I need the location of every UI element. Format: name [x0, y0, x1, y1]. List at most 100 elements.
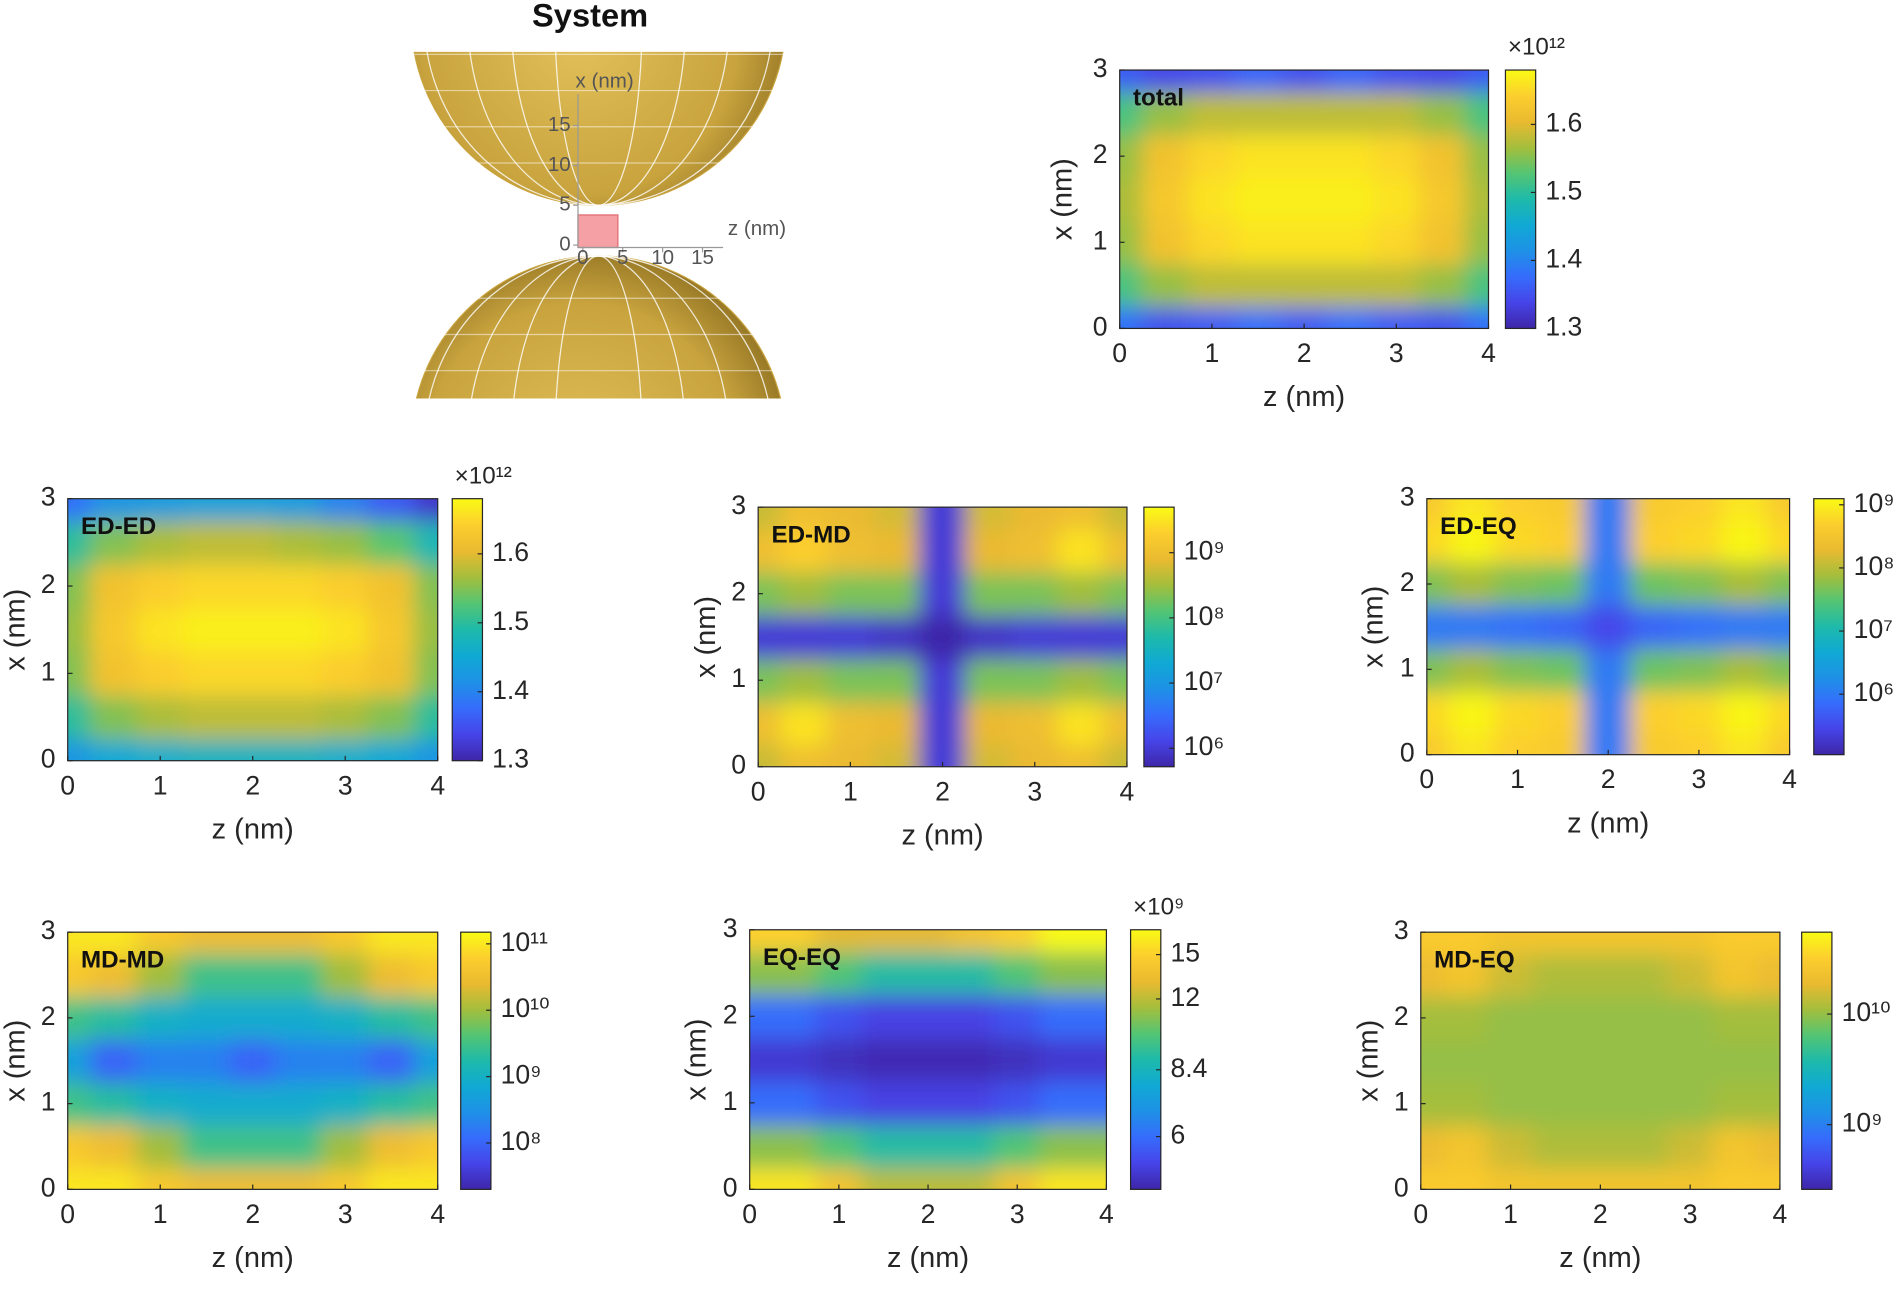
cell [872, 657, 921, 703]
cell [1487, 953, 1534, 998]
cell [90, 607, 138, 653]
x-tick-label: 4 [1120, 776, 1135, 806]
cell [1119, 70, 1144, 93]
cell [367, 1167, 416, 1190]
cell [1103, 528, 1127, 573]
x-tick-label: 1 [1503, 1199, 1518, 1229]
cell [1326, 90, 1374, 136]
cell [994, 950, 1041, 996]
cell [1494, 732, 1541, 755]
cell [1756, 1038, 1780, 1083]
cell [1188, 263, 1236, 308]
x-axis-label: z (nm) [212, 813, 294, 845]
cell [1420, 995, 1444, 1040]
cell [749, 1037, 773, 1082]
x-axis-label: z (nm) [887, 1242, 969, 1274]
cell [994, 994, 1041, 1039]
cell [275, 995, 323, 1040]
y-tick-label: 0 [1400, 738, 1415, 768]
cell [1083, 994, 1107, 1039]
cell [1622, 932, 1669, 955]
cell [321, 694, 369, 740]
cell [321, 1081, 369, 1126]
cell [275, 650, 323, 696]
cell [872, 744, 921, 767]
cell [1667, 1038, 1714, 1083]
cell [1188, 306, 1236, 329]
cell [90, 738, 138, 761]
cells [1119, 70, 1489, 329]
cell [1532, 932, 1579, 955]
cell [1630, 647, 1677, 692]
cell [949, 950, 996, 996]
x-tick-label: 2 [245, 770, 260, 800]
cell [1577, 1038, 1624, 1083]
cell [1103, 614, 1127, 660]
cell [182, 563, 231, 609]
cell [321, 650, 369, 696]
x-tick-label: 4 [1782, 764, 1797, 794]
cell [1487, 1167, 1534, 1190]
cell [1756, 995, 1780, 1040]
cell [1584, 690, 1632, 734]
cell [1494, 519, 1541, 564]
cell [1720, 690, 1768, 734]
cell [1280, 90, 1328, 136]
cell [1418, 220, 1467, 265]
cell [1420, 1124, 1444, 1169]
x-tick-label: 4 [1773, 1199, 1788, 1229]
cell [1372, 263, 1420, 308]
cell [815, 1037, 862, 1082]
cell [182, 953, 231, 998]
cell [1280, 306, 1328, 329]
cell [182, 1124, 231, 1169]
colorbar-tick-label: 10¹⁰ [1842, 997, 1891, 1027]
cell [1539, 647, 1587, 692]
cell [67, 694, 92, 740]
panel-label: ED-ED [81, 513, 156, 540]
colorbar-tick-label: 10⁹ [501, 1060, 542, 1090]
x-tick-label: 15 [691, 246, 714, 269]
cell [367, 1081, 416, 1126]
panel-label: MD-EQ [1434, 947, 1515, 974]
cell [1057, 744, 1105, 767]
cell [1720, 604, 1768, 649]
x-tick-label: 3 [1683, 1199, 1698, 1229]
y-tick-label: 2 [723, 999, 738, 1029]
cell [1057, 614, 1105, 660]
cell [1756, 932, 1780, 955]
cell [228, 1038, 277, 1083]
cell [67, 995, 92, 1040]
cell [321, 995, 369, 1040]
cell [758, 744, 782, 767]
heatmap [67, 498, 438, 761]
cell [1442, 1124, 1489, 1169]
colorbar-tick-label: 15 [1170, 938, 1200, 968]
cell [905, 1123, 951, 1169]
x-axis-label: z (nm) [901, 819, 983, 851]
cell [1448, 690, 1496, 734]
y-tick-label: 3 [1093, 53, 1108, 83]
cell [367, 519, 416, 565]
cell [780, 657, 828, 703]
cell [771, 1123, 818, 1169]
cell [136, 738, 184, 761]
cell [413, 650, 438, 696]
cell [321, 1038, 369, 1083]
cell [90, 519, 138, 565]
cell [749, 1080, 773, 1126]
cell [780, 507, 828, 530]
x-tick-label: 1 [831, 1199, 846, 1229]
cell [1119, 177, 1144, 222]
cell [367, 650, 416, 696]
x-tick-label: 0 [751, 776, 766, 806]
cell [1667, 1081, 1714, 1126]
cell [758, 614, 782, 660]
cell [1280, 177, 1328, 222]
x-tick-label: 2 [935, 776, 950, 806]
cell [413, 1038, 438, 1083]
cell [136, 1167, 184, 1190]
cell [182, 995, 231, 1040]
cell [826, 614, 875, 660]
